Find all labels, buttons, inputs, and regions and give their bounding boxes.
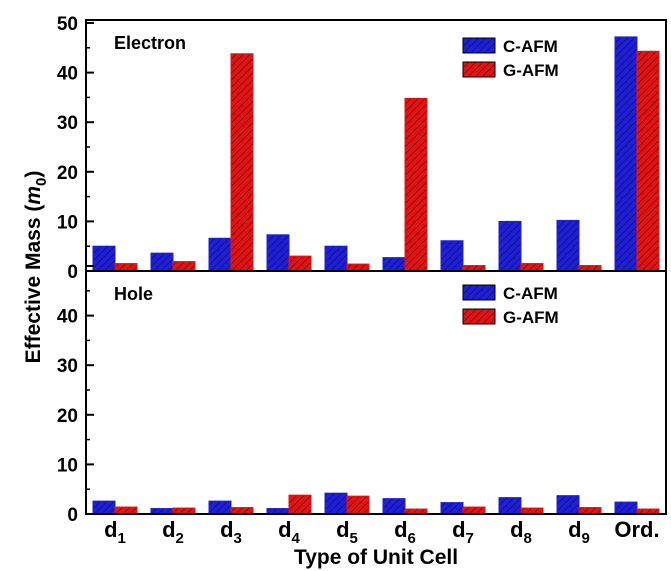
legend-swatch-c-afm — [462, 37, 496, 54]
legend-swatch-c-afm — [462, 284, 496, 301]
x-tick-label: d3 — [220, 517, 242, 547]
panel-label: Electron — [114, 33, 186, 53]
bar-c-afm-4 — [266, 234, 290, 272]
bar-c-afm-9 — [556, 219, 580, 272]
x-tick-label: d2 — [162, 517, 184, 547]
legend-label-g-afm: G-AFM — [503, 308, 559, 327]
bar-g-afm-1 — [114, 506, 138, 515]
x-tick-label: d9 — [568, 517, 590, 547]
legend-label-g-afm: G-AFM — [503, 61, 559, 80]
electron-panel: 0 10 20 30 40 50 C-AFM G-AFM Electron — [57, 14, 660, 283]
x-tick-label: d5 — [336, 517, 358, 547]
y-tick-label: 0 — [67, 262, 78, 283]
bar-g-afm-3 — [230, 53, 254, 272]
y-tick-label: 10 — [57, 455, 78, 476]
legend-label-c-afm: C-AFM — [503, 284, 558, 303]
bar-c-afm-9 — [556, 495, 580, 515]
bar-c-afm-10 — [614, 36, 638, 272]
y-tick-label: 50 — [57, 14, 78, 35]
x-tick-label: d8 — [510, 517, 532, 547]
legend-swatch-g-afm — [462, 308, 496, 325]
bar-c-afm-6 — [382, 257, 406, 272]
bar-g-afm-10 — [636, 50, 660, 272]
bar-c-afm-7 — [440, 240, 464, 272]
bar-g-afm-7 — [462, 506, 486, 515]
bar-c-afm-8 — [498, 220, 522, 272]
bar-c-afm-1 — [92, 500, 116, 515]
panel-label: Hole — [114, 284, 153, 304]
legend-swatch-g-afm — [462, 61, 496, 78]
bar-c-afm-6 — [382, 498, 406, 515]
y-tick-label: 20 — [57, 163, 78, 184]
y-tick-label: 30 — [57, 356, 78, 377]
plot-frame — [85, 19, 667, 515]
x-tick-label: d1 — [104, 517, 126, 547]
y-tick-label: 20 — [57, 406, 78, 427]
x-tick-label: Ord. — [614, 517, 659, 542]
y-axis-title: Effective Mass (m0) — [22, 171, 50, 364]
y-tick-label: 40 — [57, 307, 78, 328]
bar-g-afm-4 — [288, 494, 312, 515]
bar-c-afm-3 — [208, 500, 232, 515]
bar-g-afm-5 — [346, 263, 370, 272]
x-tick-label: d7 — [452, 517, 474, 547]
x-axis-title: Type of Unit Cell — [294, 546, 458, 569]
y-tick-label: 10 — [57, 212, 78, 233]
y-tick-label: 40 — [57, 64, 78, 85]
bar-c-afm-2 — [150, 252, 174, 272]
bar-c-afm-5 — [324, 245, 348, 272]
bar-g-afm-6 — [404, 97, 428, 272]
legend-label-c-afm: C-AFM — [503, 37, 558, 56]
bar-c-afm-10 — [614, 501, 638, 515]
bar-g-afm-8 — [520, 263, 544, 272]
bar-g-afm-5 — [346, 495, 370, 515]
y-tick-label: 30 — [57, 113, 78, 134]
bar-g-afm-4 — [288, 255, 312, 272]
hole-panel: 0 10 20 30 40 C-AFM G-AFM Hole — [57, 265, 660, 526]
x-tick-labels: d1 d2 d3 d4 d5 d6 d7 d8 d9 Ord. — [104, 517, 660, 547]
bar-c-afm-3 — [208, 237, 232, 272]
bar-c-afm-8 — [498, 497, 522, 515]
x-tick-label: d6 — [394, 517, 416, 547]
bar-c-afm-7 — [440, 502, 464, 515]
y-tick-label: 0 — [67, 505, 78, 526]
bar-c-afm-5 — [324, 492, 348, 515]
x-tick-label: d4 — [278, 517, 300, 547]
bar-c-afm-1 — [92, 245, 116, 272]
bar-g-afm-1 — [114, 263, 138, 272]
bar-g-afm-2 — [172, 261, 196, 272]
